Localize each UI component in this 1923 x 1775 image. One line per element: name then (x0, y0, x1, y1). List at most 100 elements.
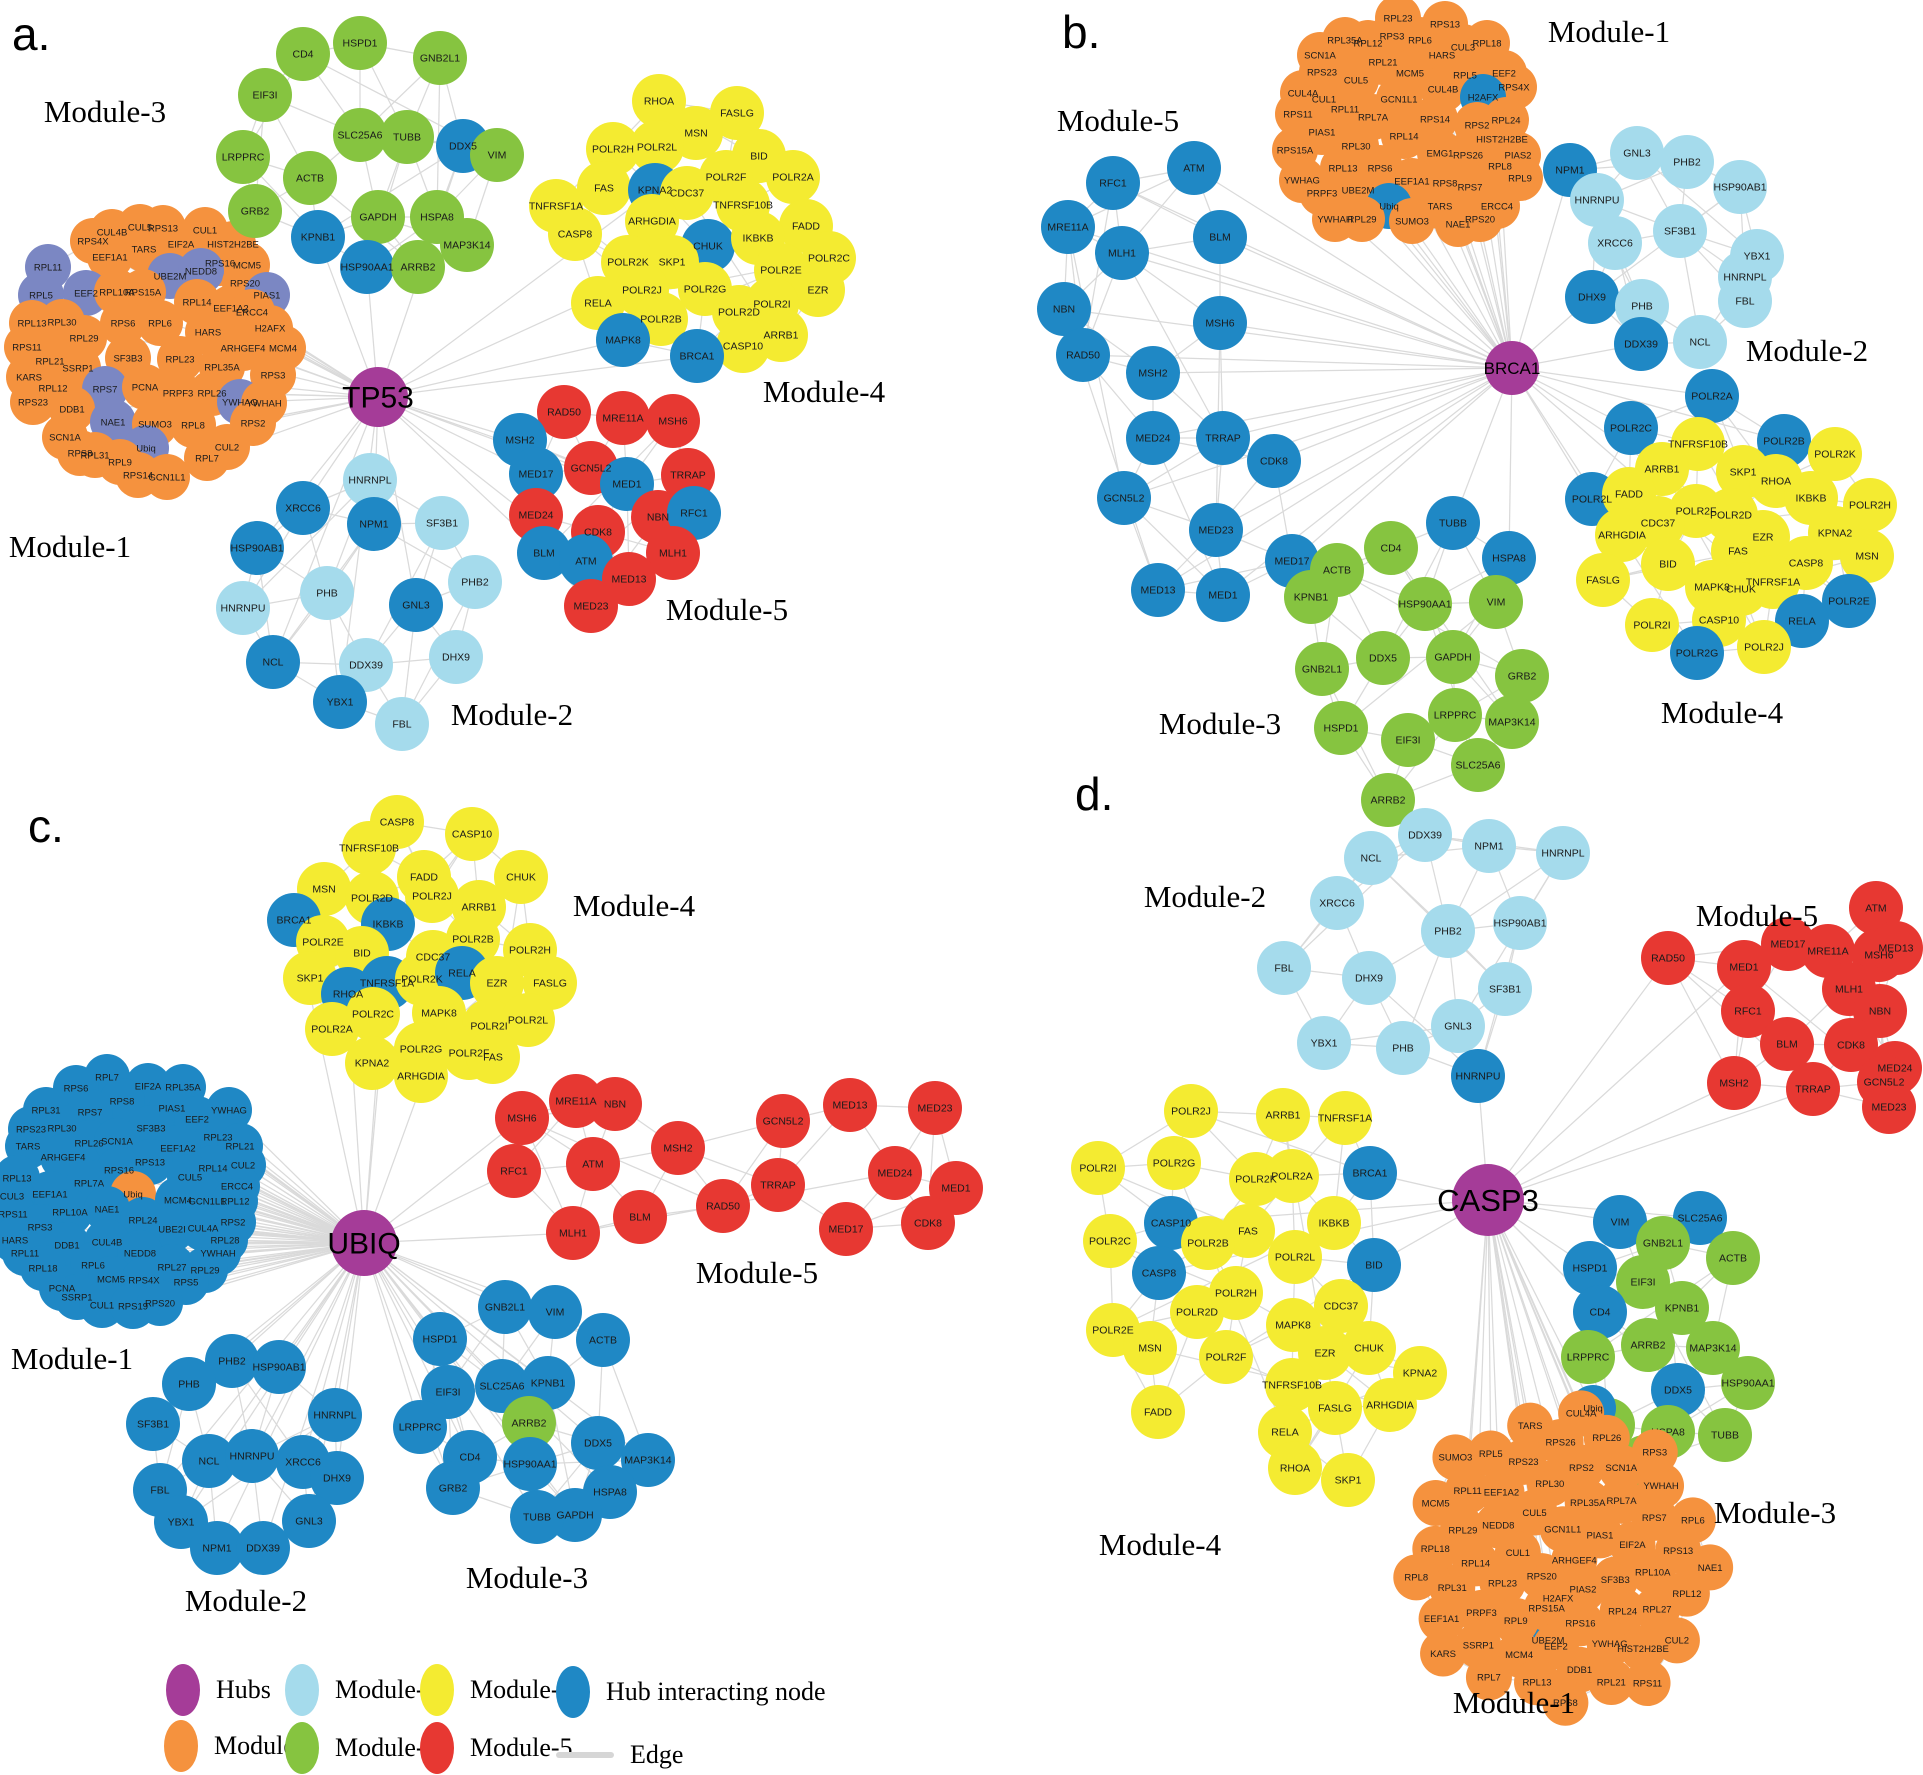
b-node-BID[interactable] (1641, 537, 1695, 591)
d-node-FADD[interactable] (1131, 1385, 1185, 1439)
a-node-MED17[interactable] (509, 447, 563, 501)
d-node-NEDD8[interactable] (1475, 1502, 1522, 1549)
c-node-TNFRSF10B[interactable] (342, 821, 396, 875)
a-node-BLM[interactable] (517, 526, 571, 580)
c-node-MSH2[interactable] (651, 1121, 705, 1175)
b-node-PHB[interactable] (1615, 279, 1669, 333)
b-node-MED24[interactable] (1126, 411, 1180, 465)
a-node-HSP90AA1[interactable] (340, 240, 394, 294)
c-hub-UBIQ[interactable]: UBIQ (327, 1210, 401, 1276)
b-node-POLR2A[interactable] (1685, 369, 1739, 423)
d-node-RFC1[interactable] (1721, 984, 1775, 1038)
a-node-RPS23[interactable] (10, 379, 56, 425)
d-node-MED17[interactable] (1761, 917, 1815, 971)
d-hub-CASP3[interactable]: CASP3 (1437, 1164, 1539, 1236)
b-node-FASLG[interactable] (1576, 553, 1630, 607)
d-node-RPS11[interactable] (1624, 1660, 1671, 1707)
a-node-ARRB2[interactable] (391, 240, 445, 294)
b-node-RPL14[interactable] (1381, 113, 1427, 159)
b-node-ARHGDIA[interactable] (1595, 508, 1649, 562)
c-node-MLH1[interactable] (546, 1206, 600, 1260)
d-node-MSN[interactable] (1123, 1321, 1177, 1375)
d-node-POLR2D[interactable] (1170, 1285, 1224, 1339)
d-node-POLR2F[interactable] (1199, 1330, 1253, 1384)
a-node-POLR2L[interactable] (630, 120, 684, 174)
c-node-TRRAP[interactable] (751, 1158, 805, 1212)
d-node-HNRNPU[interactable] (1451, 1049, 1505, 1103)
b-node-POLR2J[interactable] (1737, 620, 1791, 674)
c-node-MED17[interactable] (819, 1202, 873, 1256)
d-node-IKBKB[interactable] (1307, 1196, 1361, 1250)
d-node-DHX9[interactable] (1342, 951, 1396, 1005)
c-node-POLR2A[interactable] (305, 1002, 359, 1056)
b-node-SF3B1[interactable] (1653, 204, 1707, 258)
a-node-HNRNPU[interactable] (216, 581, 270, 635)
b-node-MLH1[interactable] (1095, 226, 1149, 280)
c-node-HSP90AA1[interactable] (503, 1437, 557, 1491)
d-node-YBX1[interactable] (1297, 1016, 1351, 1070)
c-node-NPM1[interactable] (190, 1521, 244, 1575)
c-node-PHB[interactable] (162, 1357, 216, 1411)
c-node-GNL3[interactable] (282, 1494, 336, 1548)
c-node-DDX39[interactable] (236, 1521, 290, 1575)
d-node-RPL6[interactable] (1669, 1497, 1716, 1544)
c-node-MED24[interactable] (868, 1146, 922, 1200)
a-node-VIM[interactable] (470, 128, 524, 182)
a-node-HSP90AB1[interactable] (230, 521, 284, 575)
d-node-NCL[interactable] (1344, 831, 1398, 885)
c-node-GCN5L2[interactable] (756, 1094, 810, 1148)
b-node-MSH2[interactable] (1126, 346, 1180, 400)
b-node-GCN5L2[interactable] (1097, 471, 1151, 525)
d-node-BLM[interactable] (1760, 1017, 1814, 1071)
c-node-CDK8[interactable] (901, 1196, 955, 1250)
d-node-MED13[interactable] (1869, 921, 1923, 975)
d-node-SF3B1[interactable] (1478, 962, 1532, 1016)
c-node-CASP10[interactable] (445, 807, 499, 861)
b-node-SLC25A6[interactable] (1451, 738, 1505, 792)
a-node-RPL23[interactable] (157, 336, 203, 382)
d-node-POLR2C[interactable] (1083, 1214, 1137, 1268)
c-node-PHB2[interactable] (205, 1334, 259, 1388)
d-node-PHB2[interactable] (1421, 904, 1475, 958)
c-node-ARRB2[interactable] (502, 1396, 556, 1450)
a-node-FAS[interactable] (577, 161, 631, 215)
c-node-DDX5[interactable] (571, 1416, 625, 1470)
d-node-RPL35A[interactable] (1564, 1479, 1611, 1526)
b-node-VIM[interactable] (1469, 575, 1523, 629)
c-node-POLR2C[interactable] (346, 987, 400, 1041)
d-node-CHUK[interactable] (1342, 1321, 1396, 1375)
b-node-GAPDH[interactable] (1426, 630, 1480, 684)
d-node-XRCC6[interactable] (1310, 876, 1364, 930)
b-node-CD4[interactable] (1364, 521, 1418, 575)
c-node-EZR[interactable] (470, 956, 524, 1010)
c-node-POLR2J[interactable] (405, 869, 459, 923)
d-node-NAE1[interactable] (1687, 1544, 1734, 1591)
d-node-VIM[interactable] (1593, 1195, 1647, 1249)
a-node-SLC25A6[interactable] (333, 108, 387, 162)
b-node-POLR2I[interactable] (1625, 598, 1679, 652)
d-node-HNRNPL[interactable] (1536, 826, 1590, 880)
d-node-POLR2L[interactable] (1268, 1230, 1322, 1284)
b-node-HNRNPU[interactable] (1570, 173, 1624, 227)
a-node-MLH1[interactable] (646, 526, 700, 580)
a-node-MAPK8[interactable] (596, 313, 650, 367)
a-node-DHX9[interactable] (429, 630, 483, 684)
a-node-GRB2[interactable] (228, 184, 282, 238)
a-node-GCN1L1[interactable] (144, 454, 190, 500)
d-node-RPL21[interactable] (1588, 1659, 1635, 1706)
b-node-GNL3[interactable] (1610, 126, 1664, 180)
b-node-DHX9[interactable] (1565, 270, 1619, 324)
d-node-RPL8[interactable] (1393, 1554, 1440, 1601)
a-node-KPNB1[interactable] (291, 210, 345, 264)
c-node-NBN[interactable] (588, 1077, 642, 1131)
b-node-RPS20[interactable] (1457, 196, 1503, 242)
c-node-BLM[interactable] (613, 1190, 667, 1244)
d-node-FBL[interactable] (1257, 941, 1311, 995)
d-node-POLR2G[interactable] (1147, 1136, 1201, 1190)
c-node-TUBB[interactable] (510, 1490, 564, 1544)
c-node-VIM[interactable] (528, 1285, 582, 1339)
a-node-MAP3K14[interactable] (440, 218, 494, 272)
d-node-TARS[interactable] (1507, 1402, 1554, 1449)
d-node-SUMO3[interactable] (1432, 1434, 1479, 1481)
a-hub-TP53[interactable]: TP53 (342, 367, 414, 427)
